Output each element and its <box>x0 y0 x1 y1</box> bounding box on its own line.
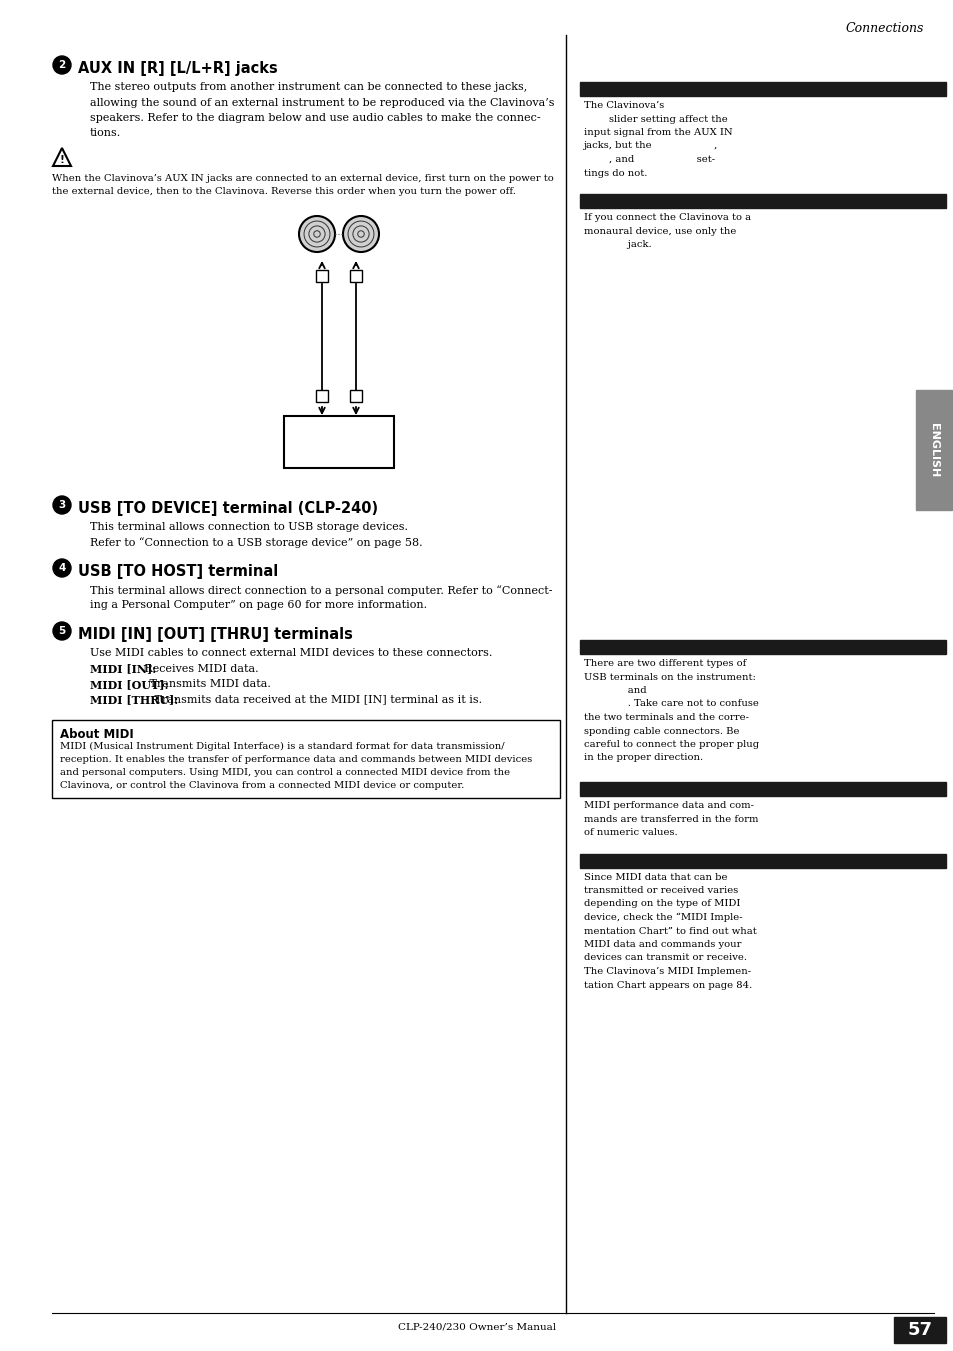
Text: !: ! <box>59 155 65 165</box>
Text: mands are transferred in the form: mands are transferred in the form <box>583 815 758 824</box>
Text: 5: 5 <box>58 626 66 636</box>
Bar <box>915 390 951 509</box>
Text: This terminal allows direct connection to a personal computer. Refer to “Connect: This terminal allows direct connection t… <box>90 585 552 596</box>
Text: 4: 4 <box>58 563 66 573</box>
Text: Clavinova, or control the Clavinova from a connected MIDI device or computer.: Clavinova, or control the Clavinova from… <box>60 781 464 790</box>
Bar <box>284 416 394 467</box>
Text: There are two different types of: There are two different types of <box>583 659 745 667</box>
Bar <box>579 854 945 867</box>
Text: Refer to “Connection to a USB storage device” on page 58.: Refer to “Connection to a USB storage de… <box>90 538 422 549</box>
Text: The Clavinova’s: The Clavinova’s <box>583 101 663 109</box>
Text: Receives MIDI data.: Receives MIDI data. <box>141 663 258 674</box>
Text: This terminal allows connection to USB storage devices.: This terminal allows connection to USB s… <box>90 521 408 532</box>
Bar <box>350 270 361 282</box>
Text: and personal computers. Using MIDI, you can control a connected MIDI device from: and personal computers. Using MIDI, you … <box>60 767 510 777</box>
Text: MIDI [THRU]:: MIDI [THRU]: <box>90 694 178 705</box>
Bar <box>579 782 945 796</box>
Circle shape <box>53 496 71 513</box>
Text: in the proper direction.: in the proper direction. <box>583 754 702 762</box>
Text: Connections: Connections <box>844 22 923 35</box>
Bar <box>893 1317 945 1343</box>
Text: devices can transmit or receive.: devices can transmit or receive. <box>583 954 746 962</box>
Text: The stereo outputs from another instrument can be connected to these jacks,: The stereo outputs from another instrume… <box>90 82 527 92</box>
Text: allowing the sound of an external instrument to be reproduced via the Clavinova’: allowing the sound of an external instru… <box>90 97 554 108</box>
Text: speakers. Refer to the diagram below and use audio cables to make the connec-: speakers. Refer to the diagram below and… <box>90 113 540 123</box>
Text: The Clavinova’s MIDI Implemen-: The Clavinova’s MIDI Implemen- <box>583 967 750 975</box>
Text: CLP-240/230 Owner’s Manual: CLP-240/230 Owner’s Manual <box>397 1323 556 1332</box>
Bar <box>579 195 945 208</box>
Circle shape <box>53 621 71 640</box>
Text: Transmits data received at the MIDI [IN] terminal as it is.: Transmits data received at the MIDI [IN]… <box>151 694 482 704</box>
Text: sponding cable connectors. Be: sponding cable connectors. Be <box>583 727 739 735</box>
Text: jack.: jack. <box>583 240 651 249</box>
Text: MIDI [IN]:: MIDI [IN]: <box>90 663 156 674</box>
Bar <box>52 720 559 798</box>
Text: tation Chart appears on page 84.: tation Chart appears on page 84. <box>583 981 752 989</box>
Text: MIDI (Musical Instrument Digital Interface) is a standard format for data transm: MIDI (Musical Instrument Digital Interfa… <box>60 742 504 751</box>
Text: AUX IN [R] [L/L+R] jacks: AUX IN [R] [L/L+R] jacks <box>78 61 277 76</box>
Text: MIDI [IN] [OUT] [THRU] terminals: MIDI [IN] [OUT] [THRU] terminals <box>78 627 353 642</box>
Text: 2: 2 <box>58 59 66 70</box>
Text: of numeric values.: of numeric values. <box>583 828 677 838</box>
Text: About MIDI: About MIDI <box>60 728 133 740</box>
Text: USB [TO DEVICE] terminal (CLP-240): USB [TO DEVICE] terminal (CLP-240) <box>78 501 377 516</box>
Text: tings do not.: tings do not. <box>583 169 647 177</box>
Bar <box>315 390 328 403</box>
Text: Since MIDI data that can be: Since MIDI data that can be <box>583 873 727 881</box>
Circle shape <box>53 559 71 577</box>
Text: USB terminals on the instrument:: USB terminals on the instrument: <box>583 673 755 681</box>
Text: Use MIDI cables to connect external MIDI devices to these connectors.: Use MIDI cables to connect external MIDI… <box>90 648 492 658</box>
Text: 3: 3 <box>58 500 66 509</box>
Text: jacks, but the                    ,: jacks, but the , <box>583 142 718 150</box>
Text: careful to connect the proper plug: careful to connect the proper plug <box>583 740 759 748</box>
Text: the two terminals and the corre-: the two terminals and the corre- <box>583 713 748 721</box>
Bar <box>350 390 361 403</box>
Text: input signal from the AUX IN: input signal from the AUX IN <box>583 128 732 136</box>
Text: transmitted or received varies: transmitted or received varies <box>583 886 738 894</box>
Text: . Take care not to confuse: . Take care not to confuse <box>583 700 758 708</box>
Circle shape <box>343 216 378 253</box>
Text: MIDI [OUT]:: MIDI [OUT]: <box>90 680 169 690</box>
Text: depending on the type of MIDI: depending on the type of MIDI <box>583 900 740 908</box>
Text: MIDI data and commands your: MIDI data and commands your <box>583 940 740 948</box>
Text: monaural device, use only the: monaural device, use only the <box>583 227 736 235</box>
Text: ENGLISH: ENGLISH <box>928 423 938 477</box>
Text: If you connect the Clavinova to a: If you connect the Clavinova to a <box>583 213 750 222</box>
Text: device, check the “MIDI Imple-: device, check the “MIDI Imple- <box>583 913 741 923</box>
Text: reception. It enables the transfer of performance data and commands between MIDI: reception. It enables the transfer of pe… <box>60 755 532 765</box>
Text: and: and <box>583 686 646 694</box>
Bar <box>315 270 328 282</box>
Text: , and                    set-: , and set- <box>583 155 715 163</box>
Text: the external device, then to the Clavinova. Reverse this order when you turn the: the external device, then to the Clavino… <box>52 188 516 196</box>
Bar <box>579 640 945 654</box>
Text: mentation Chart” to find out what: mentation Chart” to find out what <box>583 927 756 935</box>
Text: 57: 57 <box>906 1321 931 1339</box>
Text: MIDI performance data and com-: MIDI performance data and com- <box>583 801 753 811</box>
Circle shape <box>298 216 335 253</box>
Text: USB [TO HOST] terminal: USB [TO HOST] terminal <box>78 563 278 580</box>
Text: tions.: tions. <box>90 128 121 139</box>
Bar <box>579 82 945 96</box>
Text: Transmits MIDI data.: Transmits MIDI data. <box>146 680 271 689</box>
Text: When the Clavinova’s AUX IN jacks are connected to an external device, first tur: When the Clavinova’s AUX IN jacks are co… <box>52 174 553 182</box>
Circle shape <box>53 55 71 74</box>
Text: slider setting affect the: slider setting affect the <box>583 115 727 123</box>
Text: ing a Personal Computer” on page 60 for more information.: ing a Personal Computer” on page 60 for … <box>90 600 427 611</box>
